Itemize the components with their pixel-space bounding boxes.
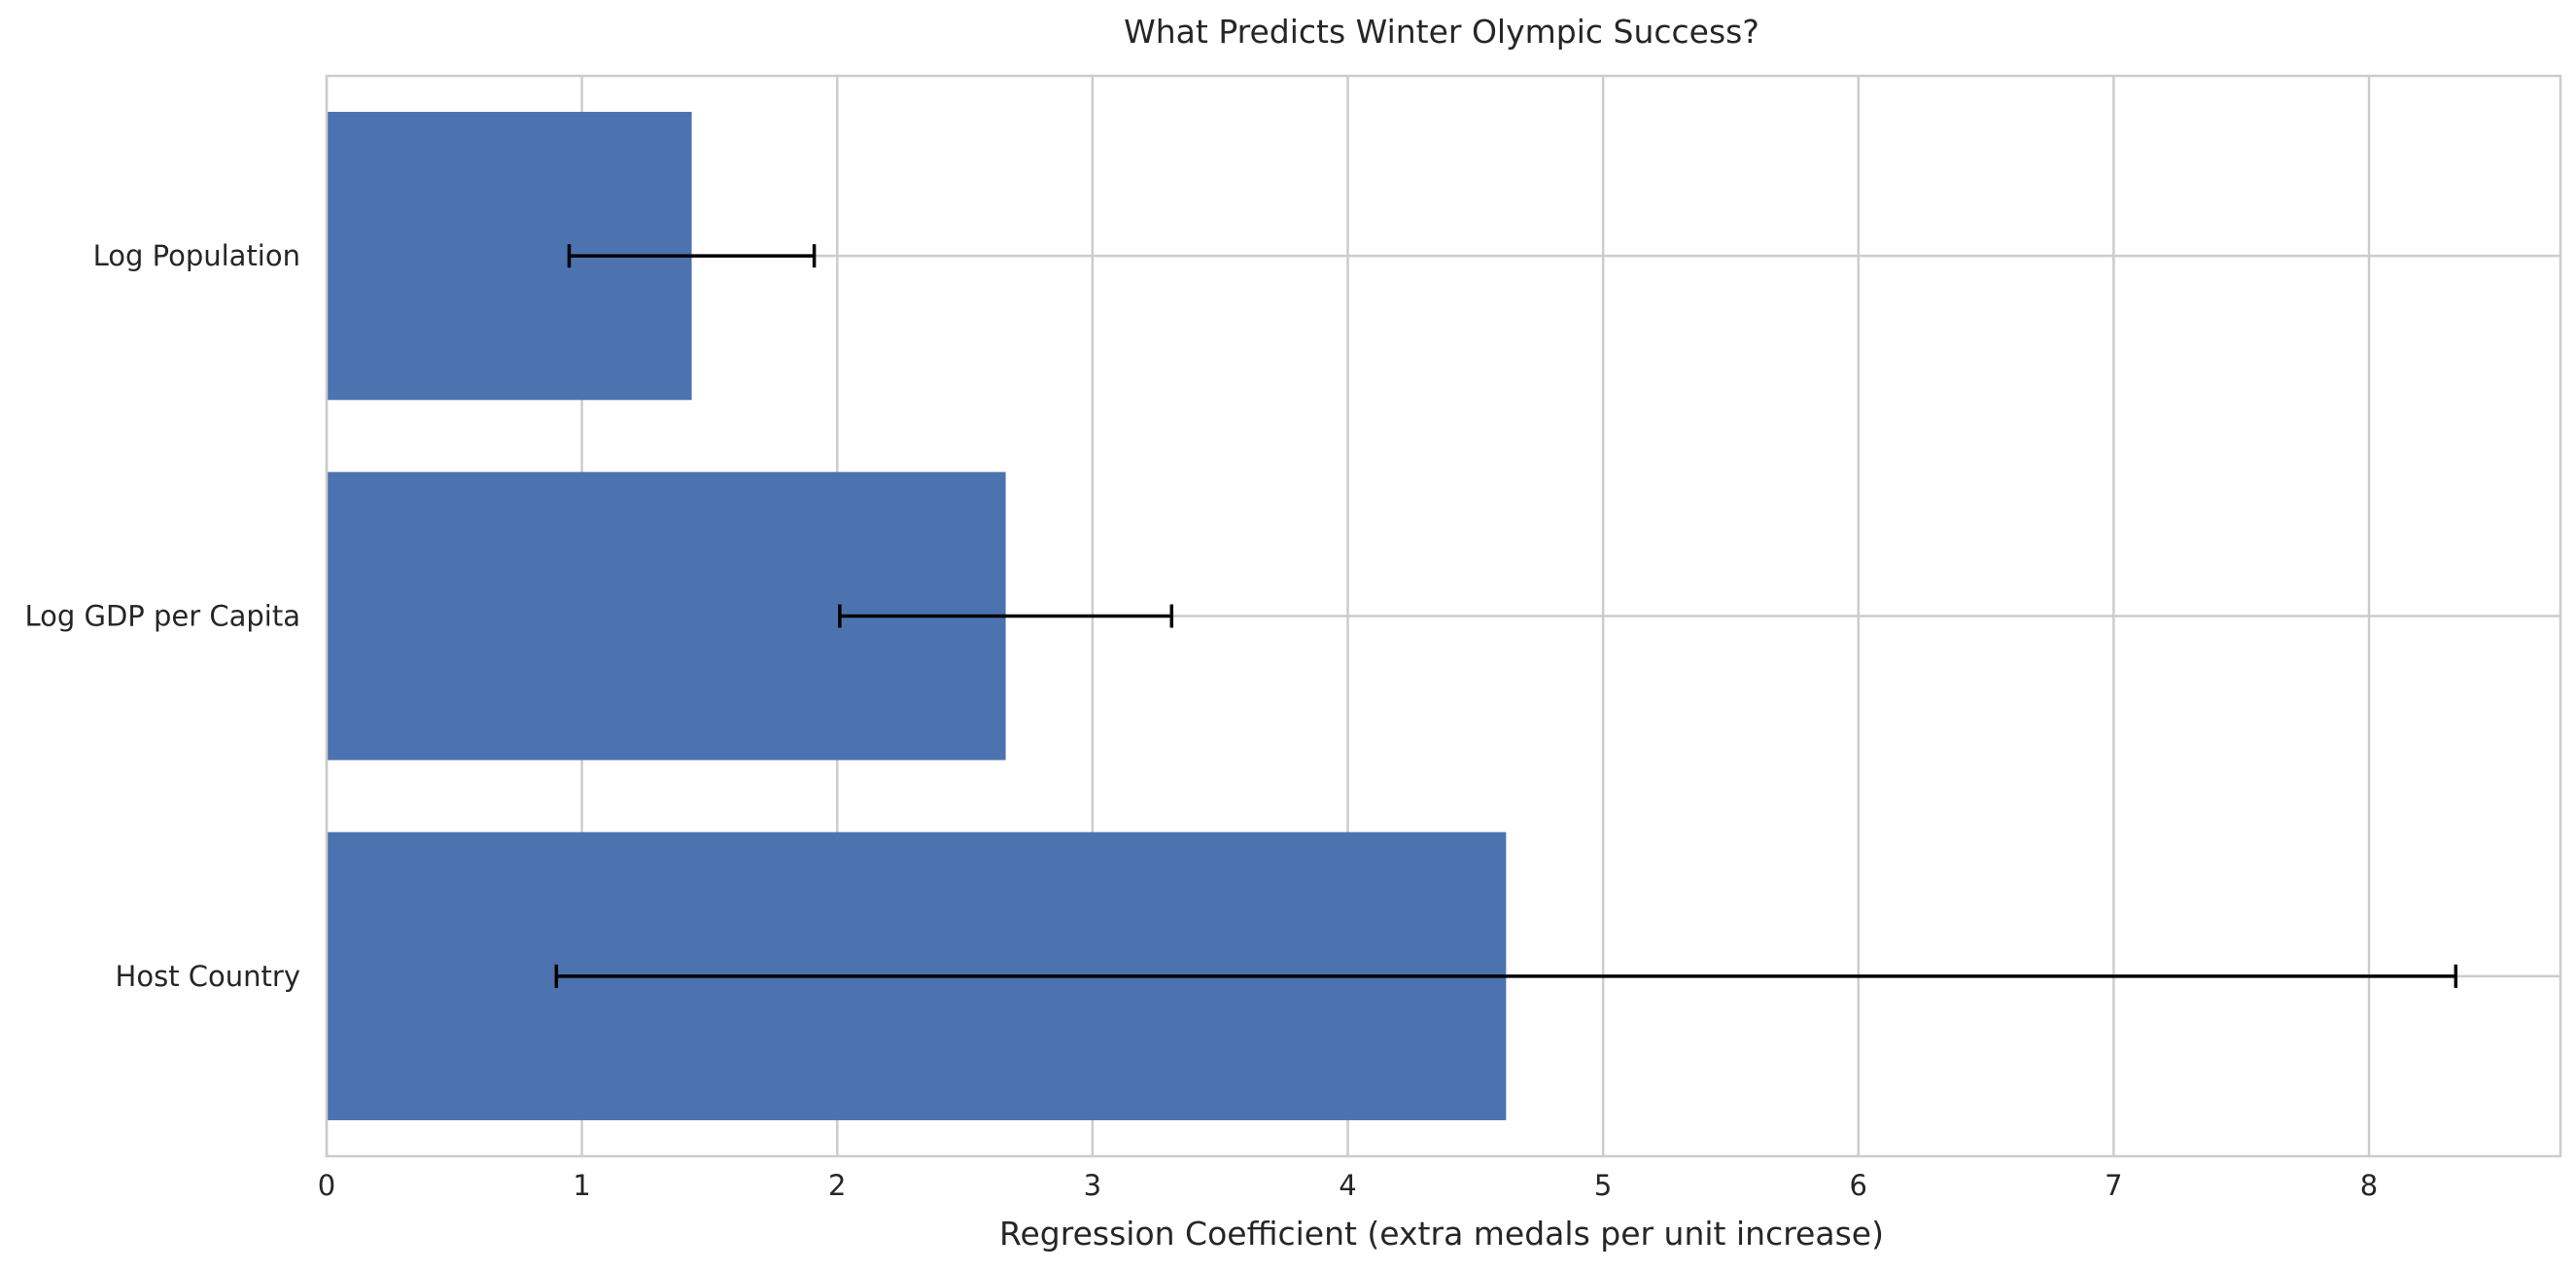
- x-tick-label: 5: [1594, 1169, 1612, 1202]
- error-bar: [554, 964, 2458, 988]
- y-tick-labels: Log Population Log GDP per Capita Host Cou…: [24, 239, 300, 993]
- x-tick-label: 3: [1084, 1169, 1101, 1202]
- y-tick-label: Host Country: [116, 960, 300, 993]
- x-tick-label: 7: [2105, 1169, 2122, 1202]
- x-tick-label: 0: [318, 1169, 335, 1202]
- error-bars: [554, 244, 2458, 988]
- x-tick-label: 1: [573, 1169, 590, 1202]
- error-bar: [838, 604, 1174, 628]
- x-tick-label: 6: [1850, 1169, 1867, 1202]
- y-tick-label: Log Population: [93, 239, 300, 272]
- x-tick-label: 2: [828, 1169, 846, 1202]
- x-tick-label: 4: [1339, 1169, 1356, 1202]
- y-tick-label: Log GDP per Capita: [24, 600, 300, 633]
- x-tick-labels: 0 1 2 3 4 5 6 7 8: [318, 1169, 2378, 1202]
- error-bar: [567, 244, 817, 268]
- plot-frame: [325, 74, 2562, 1158]
- x-axis-label: Regression Coefficient (extra medals per…: [999, 1215, 1884, 1253]
- chart-title: What Predicts Winter Olympic Success?: [1124, 13, 1759, 51]
- x-tick-label: 8: [2360, 1169, 2378, 1202]
